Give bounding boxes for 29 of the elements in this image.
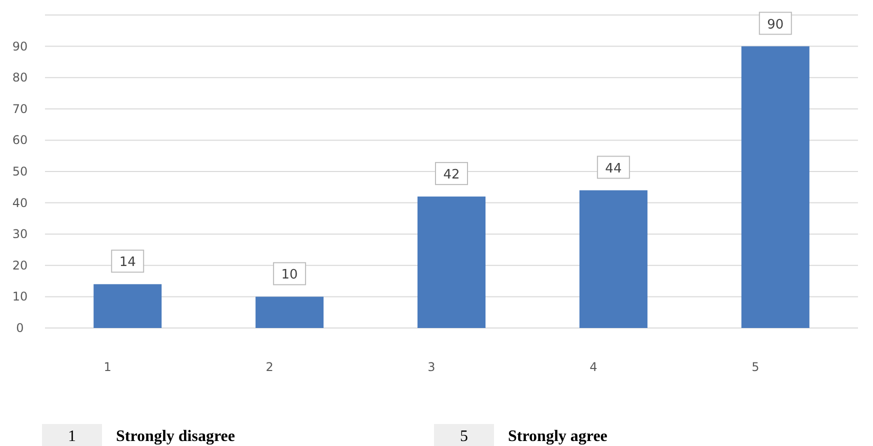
- y-tick-label: 70: [12, 102, 28, 116]
- y-tick-label: 30: [12, 227, 28, 242]
- data-label: 10: [281, 268, 298, 283]
- bar: [417, 196, 486, 328]
- data-label: 42: [443, 168, 460, 183]
- x-tick-label: 2: [266, 360, 274, 374]
- y-tick-label: 40: [12, 196, 28, 210]
- bar: [741, 46, 810, 328]
- text: Strongly disagree: [116, 428, 235, 445]
- y-tick-label: 10: [12, 290, 28, 304]
- data-label: 90: [767, 17, 784, 32]
- y-tick-label: 0: [16, 321, 24, 335]
- x-tick-label: 4: [590, 360, 598, 374]
- y-tick-label: 20: [12, 258, 28, 272]
- bar: [94, 284, 162, 328]
- bar: [256, 296, 324, 328]
- x-tick-label: 5: [752, 360, 760, 374]
- data-label: 44: [605, 161, 622, 176]
- y-tick-label: 50: [12, 164, 28, 178]
- y-tick-label: 60: [12, 133, 28, 148]
- y-tick-label: 80: [12, 70, 28, 85]
- text: 5: [460, 428, 468, 445]
- data-label: 14: [119, 255, 136, 270]
- y-tick-label: 90: [12, 39, 28, 54]
- bar: [579, 190, 648, 328]
- x-tick-label: 1: [104, 360, 112, 374]
- x-tick-label: 3: [428, 360, 436, 374]
- text: 1: [68, 428, 76, 445]
- text: Strongly agree: [508, 428, 608, 445]
